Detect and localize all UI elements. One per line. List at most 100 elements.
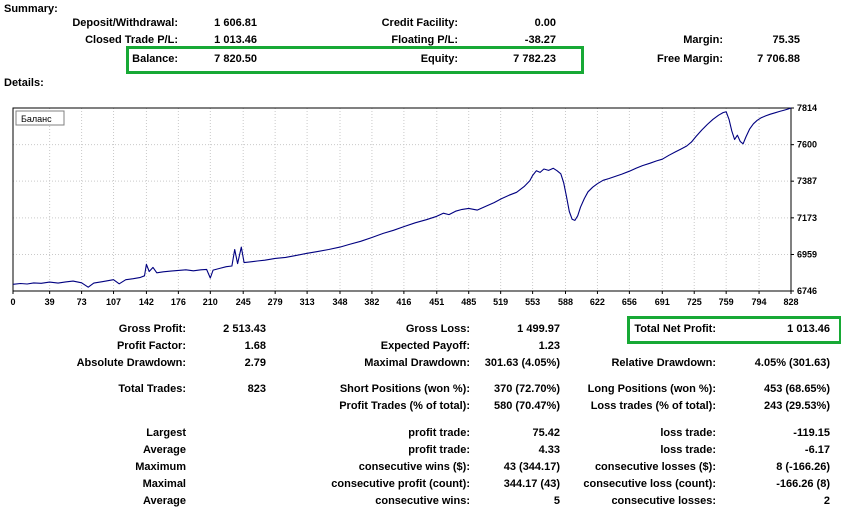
x-tick-label: 553 — [525, 297, 540, 307]
y-tick-label: 6746 — [797, 286, 817, 296]
floating-pl-value: -38.27 — [524, 34, 556, 46]
maximal-consecutive-profit-value: 344.17 (43) — [503, 478, 560, 490]
total-trades-value: 823 — [247, 383, 266, 395]
average-profit-trade-label: profit trade: — [408, 444, 470, 456]
maximal-row-label: Maximal — [142, 478, 186, 490]
deposit-withdrawal-label: Deposit/Withdrawal: — [72, 17, 178, 29]
total-net-profit-label: Total Net Profit: — [634, 323, 716, 335]
long-positions-value: 453 (68.65%) — [763, 383, 830, 395]
x-tick-label: 588 — [558, 297, 573, 307]
equity-value: 7 782.23 — [513, 53, 556, 65]
details-section-title: Details: — [4, 77, 44, 89]
x-tick-label: 210 — [203, 297, 218, 307]
x-tick-label: 348 — [332, 297, 347, 307]
average-loss-trade-label: loss trade: — [660, 444, 716, 456]
y-tick-label: 6959 — [797, 250, 817, 260]
x-tick-label: 416 — [396, 297, 411, 307]
credit-facility-value: 0.00 — [534, 17, 556, 29]
gross-profit-label: Gross Profit: — [118, 323, 186, 335]
balance-chart: 0 39 73 107 142 176 210 245 279 313 348 382 416 451 48… — [10, 103, 817, 307]
avg-consecutive-wins-label: consecutive wins: — [375, 495, 470, 507]
balance-label: Balance: — [132, 53, 178, 65]
largest-loss-trade-value: -119.15 — [793, 427, 830, 439]
summary-section-title: Summary: — [4, 3, 58, 15]
credit-facility-label: Credit Facility: — [381, 17, 458, 29]
y-tick-label: 7600 — [797, 140, 817, 150]
y-tick-label: 7387 — [797, 176, 817, 186]
x-tick-label: 622 — [590, 297, 605, 307]
x-tick-label: 176 — [171, 297, 186, 307]
x-tick-label: 279 — [268, 297, 283, 307]
max-consecutive-wins-value: 43 (344.17) — [503, 461, 560, 473]
legend-label: Баланс — [21, 114, 52, 124]
margin-label: Margin: — [683, 34, 723, 46]
legend-box — [15, 110, 65, 126]
profit-trades-value: 580 (70.47%) — [493, 400, 560, 412]
x-tick-label: 451 — [429, 297, 444, 307]
y-tick-label: 7173 — [797, 213, 817, 223]
gross-loss-label: Gross Loss: — [405, 323, 470, 335]
average2-row-label: Average — [142, 495, 186, 507]
x-tick-label: 485 — [461, 297, 476, 307]
maximal-consecutive-profit-label: consecutive profit (count): — [331, 478, 470, 490]
total-net-profit-value: 1 013.46 — [787, 323, 830, 335]
maximal-drawdown-value: 301.63 (4.05%) — [484, 357, 560, 369]
x-tick-label: 519 — [493, 297, 508, 307]
profit-factor-value: 1.68 — [244, 340, 266, 352]
expected-payoff-label: Expected Payoff: — [380, 340, 470, 352]
absolute-drawdown-value: 2.79 — [244, 357, 266, 369]
maximal-consecutive-loss-label: consecutive loss (count): — [583, 478, 716, 490]
gross-loss-value: 1 499.97 — [517, 323, 560, 335]
balance-line — [12, 107, 792, 288]
x-tick-label: 725 — [687, 297, 702, 307]
balance-value: 7 820.50 — [214, 53, 257, 65]
gross-profit-value: 2 513.43 — [223, 323, 266, 335]
x-tick-label: 656 — [622, 297, 637, 307]
x-tick-label: 73 — [77, 297, 87, 307]
maximum-row-label: Maximum — [135, 461, 186, 473]
x-tick-label: 245 — [236, 297, 251, 307]
maximal-consecutive-loss-value: -166.26 (8) — [776, 478, 830, 490]
largest-loss-trade-label: loss trade: — [660, 427, 716, 439]
plot-border — [12, 107, 792, 292]
expected-payoff-value: 1.23 — [538, 340, 560, 352]
x-tick-label: 691 — [655, 297, 670, 307]
equity-label: Equity: — [420, 53, 458, 65]
avg-consecutive-wins-value: 5 — [553, 495, 560, 507]
x-tick-label: 142 — [139, 297, 154, 307]
loss-trades-label: Loss trades (% of total): — [590, 400, 716, 412]
average-profit-trade-value: 4.33 — [538, 444, 560, 456]
largest-profit-trade-label: profit trade: — [408, 427, 470, 439]
x-tick-label: 0 — [10, 297, 15, 307]
relative-drawdown-value: 4.05% (301.63) — [754, 357, 830, 369]
long-positions-label: Long Positions (won %): — [587, 383, 716, 395]
margin-value: 75.35 — [772, 34, 800, 46]
x-tick-label: 382 — [364, 297, 379, 307]
loss-trades-value: 243 (29.53%) — [763, 400, 830, 412]
max-consecutive-losses-value: 8 (-166.26) — [776, 461, 830, 473]
average-loss-trade-value: -6.17 — [804, 444, 830, 456]
free-margin-label: Free Margin: — [656, 53, 723, 65]
short-positions-value: 370 (72.70%) — [493, 383, 560, 395]
floating-pl-label: Floating P/L: — [391, 34, 458, 46]
absolute-drawdown-label: Absolute Drawdown: — [76, 357, 186, 369]
x-tick-label: 313 — [300, 297, 315, 307]
closed-trade-pl-label: Closed Trade P/L: — [85, 34, 178, 46]
avg-consecutive-losses-value: 2 — [823, 495, 830, 507]
deposit-withdrawal-value: 1 606.81 — [214, 17, 257, 29]
x-tick-label: 828 — [783, 297, 798, 307]
closed-trade-pl-value: 1 013.46 — [214, 34, 257, 46]
free-margin-value: 7 706.88 — [757, 53, 800, 65]
avg-consecutive-losses-label: consecutive losses: — [611, 495, 716, 507]
x-tick-label: 39 — [45, 297, 55, 307]
max-consecutive-wins-label: consecutive wins ($): — [358, 461, 470, 473]
largest-profit-trade-value: 75.42 — [532, 427, 560, 439]
x-tick-label: 107 — [106, 297, 121, 307]
largest-row-label: Largest — [146, 427, 186, 439]
x-tick-label: 794 — [752, 297, 767, 307]
maximal-drawdown-label: Maximal Drawdown: — [364, 357, 470, 369]
profit-factor-label: Profit Factor: — [116, 340, 186, 352]
short-positions-label: Short Positions (won %): — [339, 383, 470, 395]
profit-trades-label: Profit Trades (% of total): — [339, 400, 470, 412]
